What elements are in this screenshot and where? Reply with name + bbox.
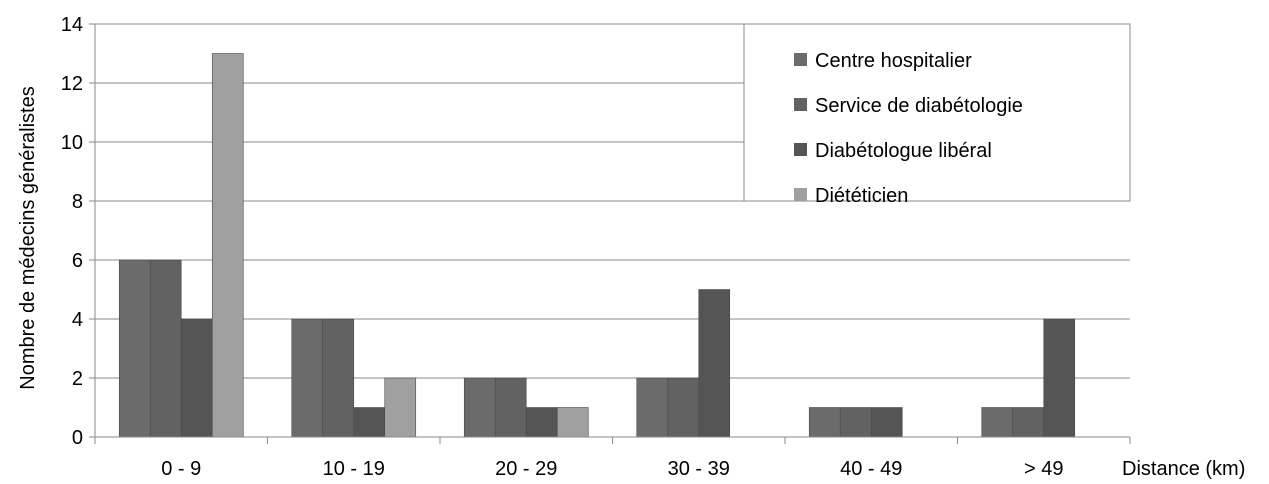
y-tick-label: 6 — [72, 250, 83, 272]
bar — [981, 407, 1014, 438]
x-tick-label: 20 - 29 — [495, 458, 557, 480]
legend-swatch — [794, 188, 807, 201]
legend-box — [743, 23, 1131, 202]
legend-label: Diabétologue libéral — [815, 140, 992, 162]
bar — [525, 407, 558, 438]
legend-swatch — [794, 53, 807, 66]
bar — [384, 377, 417, 438]
x-tick-label: 40 - 49 — [840, 458, 902, 480]
bar — [839, 407, 872, 438]
bar — [1012, 407, 1045, 438]
gridlines — [95, 23, 1130, 379]
bar — [118, 259, 151, 438]
bar — [870, 407, 903, 438]
bar — [636, 377, 669, 438]
legend-swatch — [794, 143, 807, 156]
x-axis-title: Distance (km) — [1122, 458, 1245, 480]
bar — [180, 318, 213, 438]
y-axis-title: Nombre de médecins généralistes — [17, 86, 39, 390]
legend-label: Centre hospitalier — [815, 50, 972, 72]
legend-label: Service de diabétologie — [815, 95, 1023, 117]
bar — [353, 407, 386, 438]
x-tick-labels: 0 - 9 10 - 19 20 - 29 30 - 39 40 - 49 > 49 — [161, 458, 1063, 480]
y-tick-label: 12 — [61, 73, 83, 95]
bar — [698, 289, 731, 438]
axes — [89, 23, 1131, 444]
x-tick-label: 0 - 9 — [161, 458, 201, 480]
legend-label: Diététicien — [815, 185, 908, 207]
x-tick-label: 30 - 39 — [668, 458, 730, 480]
bar — [667, 377, 700, 438]
y-tick-label: 2 — [72, 368, 83, 390]
legend-swatch — [794, 98, 807, 111]
bar — [149, 259, 182, 438]
y-tick-labels: 0 2 4 6 8 10 12 14 — [61, 14, 83, 449]
bar — [1043, 318, 1076, 438]
y-tick-label: 4 — [72, 309, 83, 331]
bar — [808, 407, 841, 438]
y-tick-label: 14 — [61, 14, 83, 36]
x-tick-label: 10 - 19 — [323, 458, 385, 480]
bar — [211, 53, 244, 438]
y-tick-label: 10 — [61, 132, 83, 154]
bar — [291, 318, 324, 438]
bars — [118, 53, 1076, 438]
bar — [322, 318, 355, 438]
legend: Centre hospitalier Service de diabétologi… — [743, 23, 1131, 207]
x-tick-label: > 49 — [1024, 458, 1063, 480]
y-tick-label: 8 — [72, 191, 83, 213]
bar — [463, 377, 496, 438]
y-tick-label: 0 — [72, 427, 83, 449]
bar — [494, 377, 527, 438]
bar — [556, 407, 589, 438]
